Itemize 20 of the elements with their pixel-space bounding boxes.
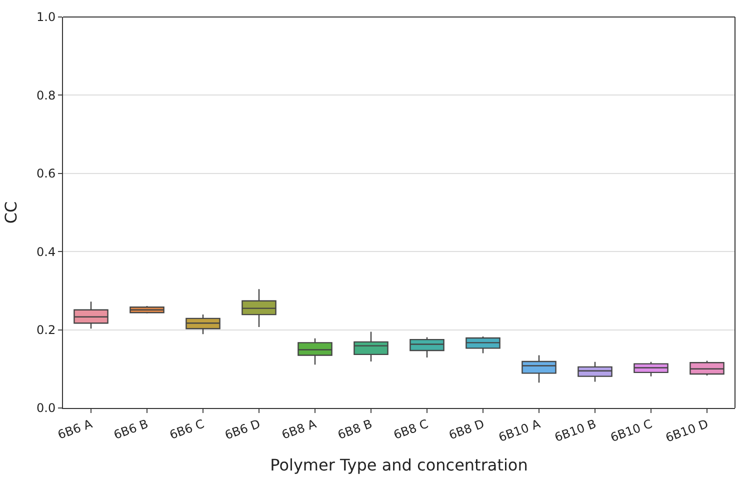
x-tick-label: 6B10 D <box>664 416 710 445</box>
x-tick-label: 6B6 C <box>168 416 206 442</box>
x-tick-label: 6B6 B <box>112 416 150 442</box>
x-tick-label: 6B10 C <box>608 416 654 445</box>
x-tick-label: 6B10 A <box>496 416 543 445</box>
x-tick-label: 6B8 D <box>446 416 486 442</box>
y-tick-label: 1.0 <box>36 10 56 24</box>
y-axis-title: CC <box>1 201 20 224</box>
x-tick-label: 6B6 D <box>222 416 262 442</box>
y-tick-label: 0.2 <box>36 323 56 337</box>
x-tick-label: 6B8 C <box>392 416 430 442</box>
y-tick-label: 0.4 <box>36 244 56 259</box>
y-tick-label: 0.0 <box>36 401 56 416</box>
y-tick-label: 0.6 <box>36 166 56 181</box>
x-tick-label: 6B8 A <box>280 416 319 442</box>
x-tick-label: 6B10 B <box>552 416 598 445</box>
y-tick-label: 0.8 <box>36 88 56 102</box>
x-tick-label: 6B8 B <box>336 416 374 442</box>
x-tick-label: 6B6 A <box>56 416 95 442</box>
x-axis-title: Polymer Type and concentration <box>270 456 528 475</box>
